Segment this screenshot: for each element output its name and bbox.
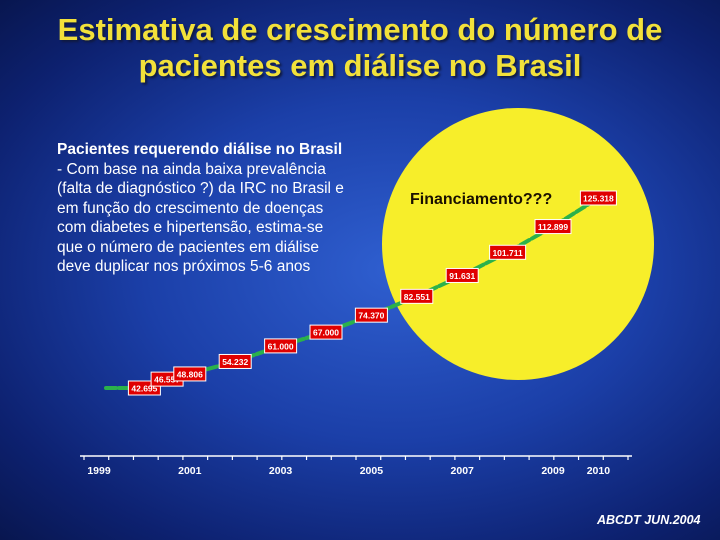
financing-circle bbox=[382, 108, 654, 380]
data-label: 67.000 bbox=[313, 328, 339, 338]
text-box-body: - Com base na ainda baixa prevalência (f… bbox=[57, 160, 344, 276]
data-label-box bbox=[309, 324, 343, 340]
data-label: 42.695 bbox=[131, 384, 157, 394]
data-label-box bbox=[579, 190, 617, 206]
x-tick-label: 2009 bbox=[541, 465, 565, 477]
data-label-box bbox=[445, 267, 479, 283]
data-label-box bbox=[354, 307, 388, 323]
title-line-1: Estimativa de crescimento do número de bbox=[57, 12, 663, 47]
x-tick-label: 2001 bbox=[178, 465, 202, 477]
data-label-box bbox=[264, 338, 298, 354]
data-label: 54.232 bbox=[222, 357, 248, 367]
text-box-heading: Pacientes requerendo diálise no Brasil bbox=[57, 141, 343, 158]
data-label-box bbox=[218, 353, 252, 369]
data-label: 61.000 bbox=[268, 341, 294, 351]
x-tick-label: 2010 bbox=[587, 465, 611, 477]
data-label: 82.551 bbox=[404, 292, 430, 302]
source-credit: ABCDT JUN.2004 bbox=[597, 513, 701, 527]
data-label-box bbox=[489, 244, 527, 260]
financing-annotation: Financiamento??? bbox=[410, 191, 553, 208]
x-tick-label: 2005 bbox=[360, 465, 384, 477]
data-label: 48.806 bbox=[177, 369, 203, 379]
x-tick-label: 1999 bbox=[87, 465, 111, 477]
data-label-box bbox=[400, 288, 434, 304]
x-tick-label: 2003 bbox=[269, 465, 293, 477]
data-label-box bbox=[534, 219, 572, 235]
text-box: Pacientes requerendo diálise no Brasil -… bbox=[57, 140, 377, 277]
data-label: 91.631 bbox=[449, 271, 475, 281]
data-label: 112.899 bbox=[538, 222, 569, 232]
x-tick-label: 2007 bbox=[451, 465, 475, 477]
data-label: 74.370 bbox=[358, 311, 384, 321]
data-label: 46.557 bbox=[154, 375, 180, 385]
slide-title: Estimativa de crescimento do número de p… bbox=[0, 12, 720, 84]
title-line-2: pacientes em diálise no Brasil bbox=[138, 48, 582, 83]
data-label: 101.711 bbox=[492, 248, 523, 258]
data-label-box bbox=[173, 366, 207, 382]
data-label: 125.318 bbox=[583, 194, 614, 204]
